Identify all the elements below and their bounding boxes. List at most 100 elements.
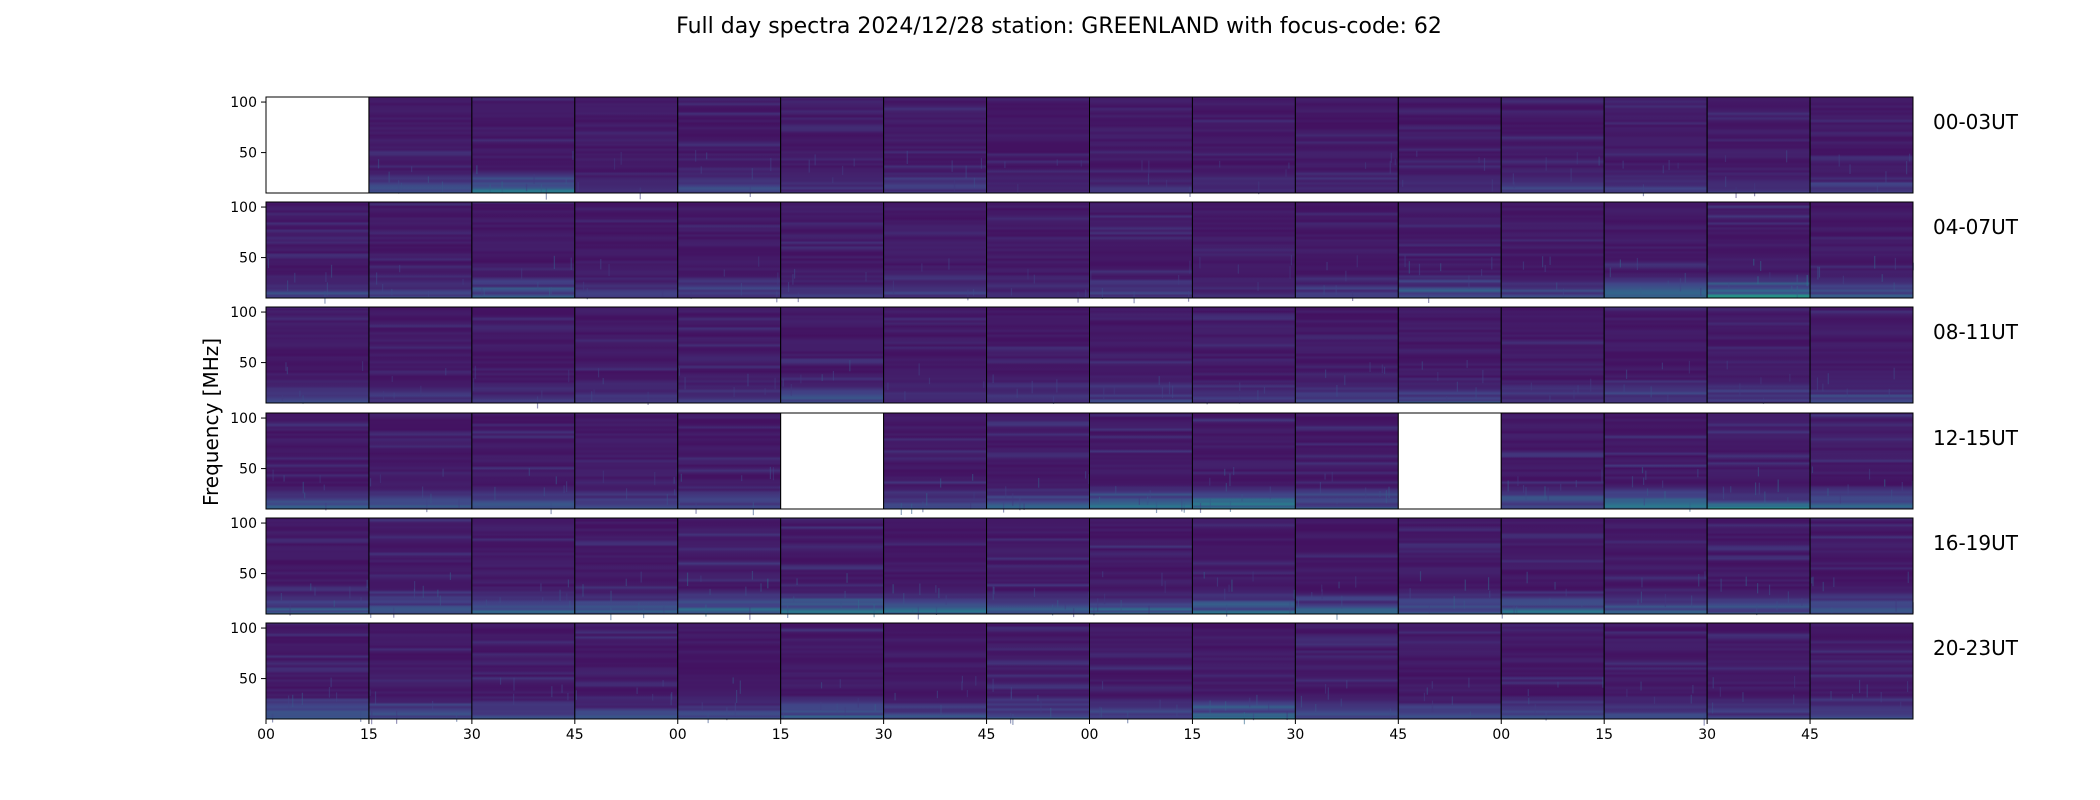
spectrum-streak	[1033, 588, 1036, 597]
spectrum-streak	[1777, 479, 1779, 493]
spectra-row: 50 100 20-23UT	[230, 621, 2019, 726]
spectrum-streak	[330, 677, 332, 688]
spectrum-streak	[1512, 173, 1514, 185]
spectrum-streak	[961, 675, 964, 683]
spectrum-streak	[437, 589, 439, 598]
spectrum-streak	[887, 382, 889, 391]
spectrum-streak	[1812, 576, 1814, 587]
spectrum-streak	[1487, 577, 1490, 591]
spectrum-streak	[568, 369, 570, 383]
spectrum-panel	[1810, 307, 1913, 403]
spectrum-streak	[1839, 493, 1841, 504]
spectrum-streak	[1728, 282, 1730, 289]
spectrum-panel	[1707, 518, 1811, 614]
spectrum-streak	[705, 604, 707, 617]
spectrum-streak	[1787, 497, 1789, 504]
panel-frame	[1809, 201, 1914, 299]
spectrum-panel	[1810, 623, 1913, 719]
spectrum-streak	[1336, 498, 1338, 505]
spectrum-streak	[1077, 291, 1079, 303]
spectrum-streak	[360, 710, 362, 722]
spectrum-streak	[432, 701, 434, 712]
panel-frame	[1809, 517, 1914, 615]
spectrum-streak	[1735, 186, 1737, 199]
spectrum-streak	[832, 370, 835, 381]
spectrum-streak	[1321, 584, 1323, 592]
spectrum-streak	[1010, 288, 1013, 296]
spectrum-streak	[1757, 467, 1760, 477]
spectrum-streak	[1753, 258, 1755, 266]
spectrum-streak	[1764, 491, 1766, 505]
spectrum-streak	[1340, 698, 1342, 707]
spectrum-streak	[1577, 385, 1579, 394]
spectrum-streak	[483, 288, 485, 298]
spectrum-streak	[289, 602, 291, 616]
spectrum-panel-empty	[780, 413, 884, 509]
x-tick-label: 30	[463, 727, 481, 743]
spectrum-streak	[499, 597, 501, 604]
spectrum-streak	[935, 606, 938, 615]
spectrum-streak	[582, 281, 585, 292]
spectrum-streak	[654, 471, 656, 486]
spectrum-streak	[1507, 480, 1509, 492]
spectrum-streak	[375, 272, 378, 285]
spectrum-streak	[285, 362, 287, 372]
spectrum-streak	[1722, 487, 1725, 500]
spectrum-streak	[1756, 583, 1759, 594]
spectrum-streak	[1289, 601, 1291, 615]
spectrum-panel	[574, 307, 678, 403]
spectrum-streak	[770, 158, 772, 172]
spectrum-streak	[1849, 164, 1851, 175]
spectrum-streak	[1389, 708, 1392, 718]
spectrum-streak	[1895, 598, 1897, 612]
spectrum-streak	[1475, 387, 1477, 400]
spectrum-streak	[800, 374, 802, 384]
spectrum-streak	[1787, 591, 1789, 603]
spectrum-streak	[1419, 571, 1422, 582]
spectrum-streak	[1565, 588, 1567, 597]
spectrum-streak	[723, 269, 725, 277]
spectrum-streak	[1692, 684, 1694, 694]
spectrum-streak	[857, 698, 859, 708]
spectrum-streak	[1662, 480, 1664, 488]
spectrum-streak	[388, 171, 390, 183]
spectrum-panel-empty	[266, 97, 369, 193]
x-tick-label: 15	[772, 727, 790, 743]
spectrum-streak	[1818, 266, 1821, 278]
spectrum-streak	[600, 259, 602, 270]
spectrum-streak	[1426, 687, 1428, 695]
spectrum-streak	[540, 184, 542, 193]
spectrum-streak	[1168, 381, 1171, 395]
spectrum-streak	[1530, 382, 1532, 391]
spectrum-streak	[563, 485, 565, 494]
spectrum-streak	[521, 268, 523, 280]
spectrum-streak	[764, 388, 766, 395]
spectrum-streak	[1893, 367, 1895, 380]
spectrum-streak	[1016, 388, 1018, 398]
spectrum-streak	[1623, 384, 1625, 393]
spectrum-streak	[591, 391, 593, 404]
spectrum-streak	[301, 692, 303, 706]
spectrum-streak	[695, 503, 697, 514]
spectrum-panel	[1604, 518, 1708, 614]
spectrum-streak	[323, 484, 325, 491]
spectrum-streak	[1830, 691, 1832, 701]
spectrum-streak	[1642, 184, 1645, 197]
spectrum-streak	[973, 492, 975, 501]
spectrum-streak	[1103, 387, 1105, 400]
spectrum-streak	[1023, 503, 1025, 510]
spectrum-streak	[1369, 362, 1371, 372]
spectrum-streak	[1421, 361, 1423, 370]
spectrum-streak	[921, 263, 923, 272]
spectrum-streak	[565, 481, 568, 493]
spectrum-streak	[1753, 183, 1756, 197]
spectrum-streak	[857, 599, 860, 611]
spectrum-streak	[1646, 488, 1649, 496]
spectrum-streak	[411, 166, 413, 173]
spectrum-streak	[846, 573, 848, 583]
spectrum-streak	[567, 692, 569, 701]
spectrum-streak	[1263, 386, 1266, 394]
spectrum-streak	[993, 586, 995, 595]
spectrum-streak	[1389, 160, 1391, 174]
spectrum-panel	[1501, 97, 1605, 193]
